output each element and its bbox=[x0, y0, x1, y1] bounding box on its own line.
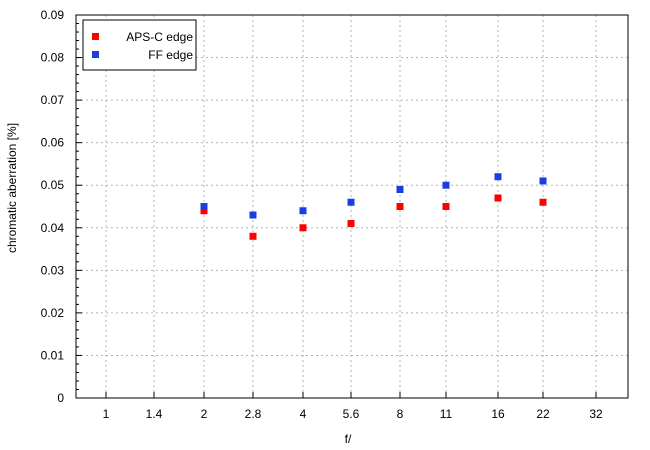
plot-frame bbox=[75, 14, 629, 399]
x-tick-label: 11 bbox=[440, 407, 453, 421]
y-tick-label: 0.07 bbox=[41, 93, 65, 107]
y-axis-ticks: 0 0.01 0.02 0.03 0.04 0.05 0.06 0.07 0.08 0.09 bbox=[41, 8, 82, 405]
ff-point bbox=[299, 207, 307, 215]
ff-point bbox=[539, 177, 547, 185]
aps-c-point bbox=[442, 203, 450, 210]
x-tick-label: 16 bbox=[491, 407, 505, 421]
y-tick-label: 0.03 bbox=[41, 263, 65, 277]
aps-c-point bbox=[347, 220, 355, 228]
x-tick-label: 2.8 bbox=[245, 407, 262, 421]
aps-c-point bbox=[200, 207, 208, 215]
legend-label-ff: FF edge bbox=[148, 48, 193, 62]
x-tick-label: 5.6 bbox=[343, 407, 360, 421]
ff-point bbox=[442, 181, 450, 189]
x-tick-label: 8 bbox=[397, 407, 404, 421]
ff-point bbox=[249, 211, 257, 219]
aps-c-point bbox=[494, 194, 502, 202]
ff-point bbox=[200, 203, 208, 210]
legend: APS-C edge FF edge bbox=[82, 19, 197, 71]
x-tick-label: 32 bbox=[589, 407, 603, 421]
grid-lines bbox=[76, 15, 628, 398]
aps-c-point bbox=[249, 232, 257, 240]
x-tick-label: 2 bbox=[201, 407, 208, 421]
y-tick-label: 0.02 bbox=[41, 306, 65, 320]
x-axis-title: f/ bbox=[345, 432, 352, 446]
aps-c-point bbox=[396, 203, 404, 210]
x-axis-ticks: 1 1.4 2 2.8 4 5.6 8 11 16 22 32 bbox=[103, 392, 603, 421]
legend-box bbox=[82, 19, 197, 71]
data-points bbox=[200, 173, 547, 240]
ff-point bbox=[494, 173, 502, 181]
legend-marker-aps-c bbox=[92, 33, 99, 40]
legend-label-aps-c: APS-C edge bbox=[126, 30, 193, 44]
y-axis-title: chromatic aberration [%] bbox=[5, 123, 19, 253]
x-tick-label: 1.4 bbox=[146, 407, 163, 421]
y-tick-label: 0.05 bbox=[41, 178, 65, 192]
y-tick-label: 0.01 bbox=[41, 348, 65, 362]
legend-marker-ff bbox=[92, 51, 99, 58]
y-tick-label: 0.04 bbox=[41, 221, 65, 235]
x-tick-label: 22 bbox=[536, 407, 550, 421]
y-tick-label: 0.06 bbox=[41, 136, 65, 150]
y-tick-label: 0.09 bbox=[41, 8, 65, 22]
aps-c-point bbox=[299, 224, 307, 232]
ff-point bbox=[396, 185, 404, 193]
ff-point bbox=[347, 198, 355, 206]
x-tick-label: 1 bbox=[103, 407, 110, 421]
x-tick-label: 4 bbox=[300, 407, 307, 421]
y-tick-label: 0.08 bbox=[41, 51, 65, 65]
y-tick-label: 0 bbox=[57, 391, 64, 405]
aps-c-point bbox=[539, 198, 547, 206]
